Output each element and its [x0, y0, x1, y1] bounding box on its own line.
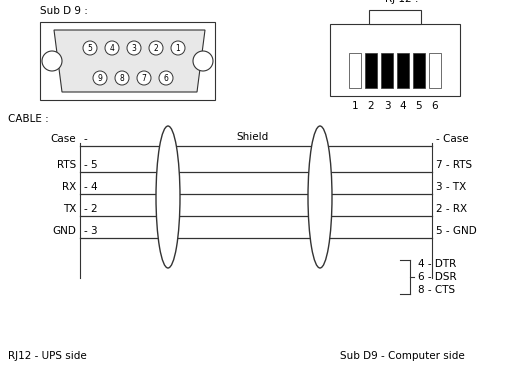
Text: RJ 12 :: RJ 12 : — [384, 0, 418, 4]
Text: 1: 1 — [351, 101, 358, 111]
Circle shape — [159, 71, 173, 85]
Bar — [40, 22, 215, 100]
Text: RX: RX — [62, 182, 76, 192]
Circle shape — [105, 41, 119, 55]
Circle shape — [137, 71, 150, 85]
Ellipse shape — [308, 126, 331, 268]
Bar — [348, 53, 360, 88]
Text: 8: 8 — [119, 74, 124, 83]
Text: Shield: Shield — [236, 132, 269, 142]
Circle shape — [192, 51, 213, 71]
Text: Case: Case — [50, 134, 76, 144]
Text: 7: 7 — [141, 74, 146, 83]
Text: 6 - DSR: 6 - DSR — [417, 272, 456, 282]
Text: 5: 5 — [87, 43, 92, 52]
Circle shape — [93, 71, 107, 85]
Text: - Case: - Case — [435, 134, 468, 144]
Circle shape — [171, 41, 185, 55]
Bar — [329, 24, 459, 96]
Bar — [380, 53, 392, 88]
Text: Sub D 9 :: Sub D 9 : — [40, 6, 88, 16]
Text: 2 - RX: 2 - RX — [435, 204, 466, 214]
Text: CABLE :: CABLE : — [8, 114, 48, 124]
Circle shape — [127, 41, 141, 55]
Text: TX: TX — [63, 204, 76, 214]
Text: RTS: RTS — [57, 160, 76, 170]
Text: 3: 3 — [383, 101, 389, 111]
Bar — [368, 10, 420, 24]
Circle shape — [115, 71, 129, 85]
Bar — [428, 53, 440, 88]
Text: 3 - TX: 3 - TX — [435, 182, 465, 192]
Text: 6: 6 — [431, 101, 437, 111]
Text: RJ12 - UPS side: RJ12 - UPS side — [8, 351, 86, 361]
Circle shape — [148, 41, 163, 55]
Text: -: - — [84, 134, 87, 144]
Text: 6: 6 — [163, 74, 168, 83]
Bar — [412, 53, 424, 88]
Text: - 5: - 5 — [84, 160, 97, 170]
Circle shape — [83, 41, 97, 55]
Ellipse shape — [156, 126, 180, 268]
Text: 3: 3 — [131, 43, 136, 52]
Bar — [364, 53, 376, 88]
Polygon shape — [54, 30, 205, 92]
Text: 5 - GND: 5 - GND — [435, 226, 476, 236]
Circle shape — [42, 51, 62, 71]
Text: 9: 9 — [97, 74, 102, 83]
Text: 4: 4 — [110, 43, 114, 52]
Text: - 4: - 4 — [84, 182, 97, 192]
Bar — [396, 53, 408, 88]
Text: 4: 4 — [399, 101, 406, 111]
Text: 7 - RTS: 7 - RTS — [435, 160, 471, 170]
Text: 4 - DTR: 4 - DTR — [417, 259, 456, 269]
Text: 2: 2 — [367, 101, 374, 111]
Text: 2: 2 — [154, 43, 158, 52]
Text: Sub D9 - Computer side: Sub D9 - Computer side — [339, 351, 464, 361]
Text: 5: 5 — [415, 101, 422, 111]
Text: 1: 1 — [175, 43, 180, 52]
Text: GND: GND — [52, 226, 76, 236]
Text: - 2: - 2 — [84, 204, 97, 214]
Text: - 3: - 3 — [84, 226, 97, 236]
Text: 8 - CTS: 8 - CTS — [417, 285, 454, 295]
